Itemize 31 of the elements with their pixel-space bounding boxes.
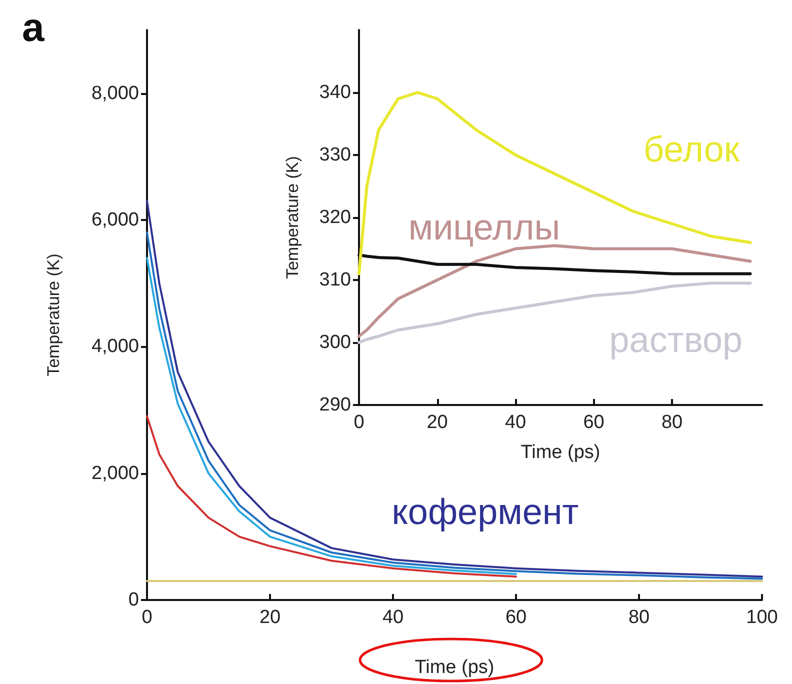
y-tick-label: 320 <box>319 207 351 228</box>
x-axis-title: Time (ps) <box>414 657 494 678</box>
y-tick-label: 6,000 <box>91 210 139 230</box>
y-tick-label: 330 <box>319 144 351 166</box>
y-tick-label: 340 <box>319 82 351 103</box>
line-series <box>358 91 752 276</box>
y-tick-label: 310 <box>319 270 351 290</box>
x-tick-label: 40 <box>504 412 526 433</box>
x-tick-label: 20 <box>426 412 448 433</box>
x-tick-label: 60 <box>583 412 604 433</box>
y-tick-label: 4,000 <box>91 336 139 358</box>
x-tick-label: 0 <box>354 412 364 433</box>
x-tick-label: 20 <box>259 607 281 628</box>
x-tick-label: 40 <box>382 607 404 628</box>
x-tick-label: 100 <box>746 607 778 628</box>
y-tick-label: 290 <box>319 394 351 416</box>
series-label: мицеллы <box>408 206 560 248</box>
x-tick-label: 80 <box>628 607 650 628</box>
y-tick-label: 0 <box>128 590 139 610</box>
y-tick-label: 300 <box>319 332 351 353</box>
x-axis-title: Time (ps) <box>520 442 600 463</box>
text: a <box>22 6 45 50</box>
x-tick-label: 60 <box>505 607 527 628</box>
y-axis-title: Temperature (K) <box>283 156 302 279</box>
y-tick-label: 8,000 <box>91 82 139 104</box>
y-tick-label: 2,000 <box>91 462 139 484</box>
y-axis-title: Temperature (K) <box>44 254 63 376</box>
x-tick-label: 80 <box>661 412 683 433</box>
series-label: белок <box>643 128 740 170</box>
x-tick-label: 0 <box>142 607 152 628</box>
series-label: кофермент <box>392 490 579 532</box>
